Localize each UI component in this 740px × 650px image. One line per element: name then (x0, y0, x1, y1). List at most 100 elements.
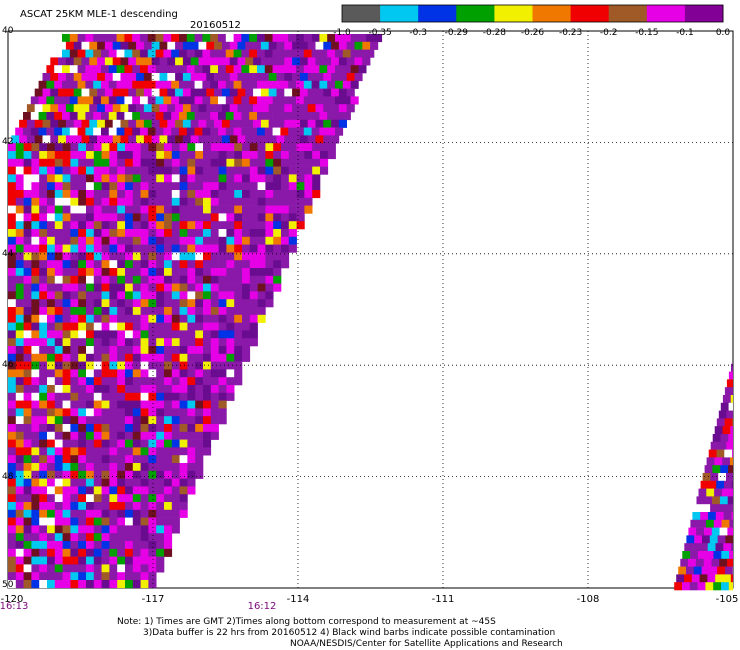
swath-cell (273, 221, 282, 230)
swath-cell (93, 34, 102, 43)
swath-cell (97, 88, 106, 97)
swath-cell (97, 104, 106, 113)
swath-cell (226, 213, 235, 222)
swath-cell (78, 455, 87, 464)
swath-cell (218, 65, 227, 74)
swath-cell (109, 541, 118, 550)
x-tick-label: -120 (0, 594, 24, 605)
swath-cell (124, 112, 133, 121)
colorbar-swatch (684, 5, 724, 22)
swath-cell (234, 361, 243, 370)
swath-cell (101, 197, 110, 206)
swath-cell (708, 512, 717, 521)
swath-cell (210, 182, 219, 191)
swath-cell (8, 205, 17, 214)
swath-cell (693, 566, 702, 575)
swath-cell (249, 236, 258, 245)
swath-cell (319, 80, 328, 89)
swath-cell (140, 291, 149, 300)
swath-cell (296, 49, 305, 58)
swath-cell (132, 541, 141, 550)
swath-cell (31, 205, 40, 214)
swath-cell (214, 88, 223, 97)
swath-cell (86, 158, 95, 167)
swath-cell (163, 96, 172, 105)
swath-cell (93, 65, 102, 74)
swath-cell (680, 558, 689, 567)
swath-cell (86, 260, 95, 269)
swath-cell (730, 457, 733, 466)
swath-cell (15, 260, 24, 269)
swath-cell (109, 517, 118, 526)
swath-cell (140, 369, 149, 378)
swath-cell (218, 408, 227, 417)
swath-cell (101, 322, 110, 331)
swath-cell (78, 299, 87, 308)
swath-cell (320, 158, 329, 167)
swath-cell (319, 65, 328, 74)
swath-cell (234, 307, 243, 316)
swath-cell (164, 190, 173, 199)
swath-cell (194, 49, 203, 58)
swath-cell (226, 322, 235, 331)
swath-cell (218, 80, 227, 89)
swath-cell (265, 213, 274, 222)
swath-cell (117, 580, 126, 589)
x-tick-label: -108 (576, 594, 600, 605)
swath-cell (203, 322, 212, 331)
swath-cell (31, 260, 40, 269)
swath-cell (8, 478, 17, 487)
swath-cell (299, 73, 308, 82)
swath-cell (78, 525, 87, 534)
swath-cell (210, 322, 219, 331)
swath-cell (38, 112, 47, 121)
swath-cell (218, 353, 227, 362)
swath-cell (676, 574, 685, 583)
swath-cell (117, 541, 126, 550)
swath-cell (226, 252, 235, 261)
swath-cell (143, 57, 152, 66)
swath-cell (715, 512, 724, 521)
swath-cell (249, 205, 258, 214)
swath-cell (8, 572, 17, 581)
swath-cell (218, 283, 227, 292)
swath-cell (233, 96, 242, 105)
swath-cell (148, 244, 157, 253)
swath-cell (132, 244, 141, 253)
swath-cell (15, 517, 24, 526)
swath-cell (229, 73, 238, 82)
swath-cell (101, 260, 110, 269)
swath-cell (288, 236, 297, 245)
swath-cell (140, 174, 149, 183)
swath-cell (234, 299, 243, 308)
swath-cell (303, 80, 312, 89)
swath-cell (265, 260, 274, 269)
swath-cell (257, 229, 266, 238)
colorbar-label: -0.28 (482, 28, 507, 38)
swath-cell (237, 73, 246, 82)
swath-cell (249, 174, 258, 183)
swath-cell (362, 41, 371, 50)
swath-cell (97, 135, 106, 144)
swath-cell (78, 221, 87, 230)
swath-cell (304, 174, 313, 183)
swath-cell (62, 49, 71, 58)
swath-cell (62, 112, 71, 121)
swath-cell (167, 135, 176, 144)
swath-cell (15, 307, 24, 316)
swath-cell (78, 385, 87, 394)
swath-cell (234, 322, 243, 331)
swath-cell (47, 470, 56, 479)
swath-cell (338, 41, 347, 50)
swath-cell (136, 135, 145, 144)
swath-cell (47, 541, 56, 550)
swath-cell (281, 151, 290, 160)
swath-cell (47, 158, 56, 167)
swath-cell (117, 494, 126, 503)
swath-cell (70, 283, 79, 292)
swath-cell (210, 353, 219, 362)
swath-cell (101, 143, 110, 152)
swath-cell (101, 572, 110, 581)
swath-cell (288, 182, 297, 191)
swath-cell (175, 104, 184, 113)
